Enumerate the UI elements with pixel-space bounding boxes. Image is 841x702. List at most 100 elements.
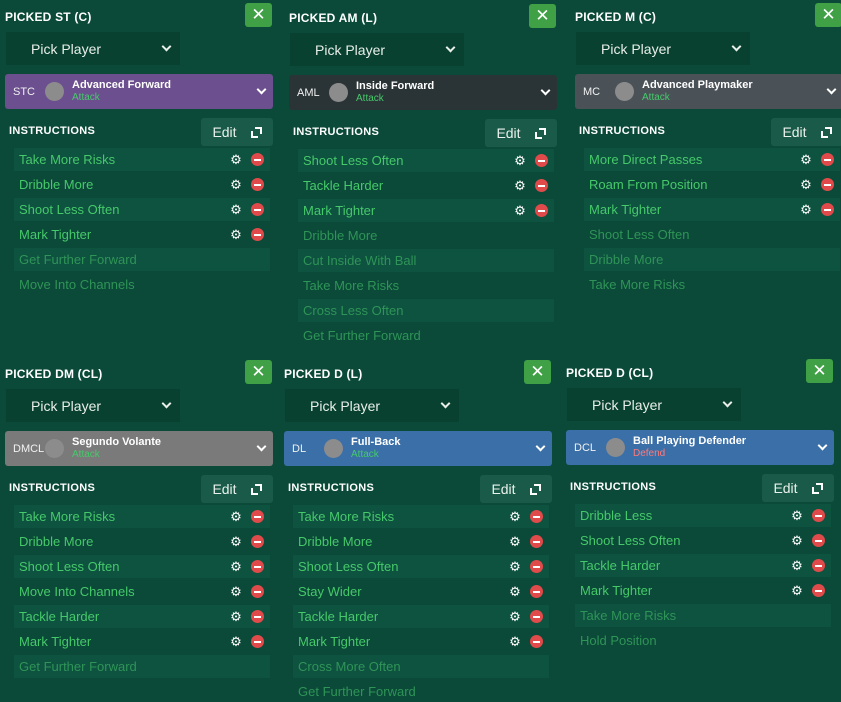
remove-icon[interactable] [251,228,264,241]
remove-icon[interactable] [251,610,264,623]
remove-icon[interactable] [535,154,548,167]
instruction-item[interactable]: Get Further Forward [298,324,554,347]
gear-icon[interactable]: ⚙ [509,633,521,649]
remove-icon[interactable] [530,635,543,648]
close-button[interactable]: ✕ [524,360,551,384]
role-selector[interactable]: STC Advanced Forward Attack [5,74,273,109]
instruction-item[interactable]: Take More Risks [575,604,831,627]
instruction-item[interactable]: Hold Position [575,629,831,652]
edit-button[interactable]: Edit [771,118,841,146]
instruction-item[interactable]: Dribble More ⚙ [14,173,270,196]
instruction-item[interactable]: Dribble More ⚙ [14,530,270,553]
instruction-item[interactable]: Shoot Less Often ⚙ [575,529,831,552]
instruction-item[interactable]: Cut Inside With Ball [298,249,554,272]
remove-icon[interactable] [530,585,543,598]
remove-icon[interactable] [251,635,264,648]
instruction-item[interactable]: Roam From Position ⚙ [584,173,840,196]
remove-icon[interactable] [251,153,264,166]
edit-button[interactable]: Edit [485,119,557,147]
remove-icon[interactable] [821,153,834,166]
instruction-item[interactable]: Move Into Channels [14,273,270,296]
close-button[interactable]: ✕ [815,3,841,27]
instruction-item[interactable]: Mark Tighter ⚙ [293,630,549,653]
instruction-item[interactable]: Mark Tighter ⚙ [14,630,270,653]
role-selector[interactable]: MC Advanced Playmaker Attack [575,74,841,109]
pick-player-dropdown[interactable]: Pick Player [6,389,180,422]
gear-icon[interactable]: ⚙ [230,508,242,524]
instruction-item[interactable]: Mark Tighter ⚙ [575,579,831,602]
close-button[interactable]: ✕ [806,359,833,383]
instruction-item[interactable]: Shoot Less Often [584,223,840,246]
instruction-item[interactable]: Get Further Forward [293,680,549,702]
remove-icon[interactable] [812,584,825,597]
instruction-item[interactable]: Mark Tighter ⚙ [298,199,554,222]
pick-player-dropdown[interactable]: Pick Player [567,388,741,421]
instruction-item[interactable]: Dribble Less ⚙ [575,504,831,527]
pick-player-dropdown[interactable]: Pick Player [285,389,459,422]
remove-icon[interactable] [251,178,264,191]
remove-icon[interactable] [251,510,264,523]
gear-icon[interactable]: ⚙ [800,176,812,192]
remove-icon[interactable] [812,534,825,547]
close-button[interactable]: ✕ [245,3,272,27]
instruction-item[interactable]: Tackle Harder ⚙ [293,605,549,628]
gear-icon[interactable]: ⚙ [800,151,812,167]
remove-icon[interactable] [812,559,825,572]
role-selector[interactable]: DL Full-Back Attack [284,431,552,466]
close-button[interactable]: ✕ [245,360,272,384]
gear-icon[interactable]: ⚙ [230,533,242,549]
gear-icon[interactable]: ⚙ [230,583,242,599]
pick-player-dropdown[interactable]: Pick Player [576,32,750,65]
edit-button[interactable]: Edit [201,118,273,146]
remove-icon[interactable] [530,610,543,623]
remove-icon[interactable] [530,535,543,548]
gear-icon[interactable]: ⚙ [514,202,526,218]
remove-icon[interactable] [535,204,548,217]
remove-icon[interactable] [812,509,825,522]
instruction-item[interactable]: Tackle Harder ⚙ [575,554,831,577]
gear-icon[interactable]: ⚙ [514,177,526,193]
gear-icon[interactable]: ⚙ [791,532,803,548]
remove-icon[interactable] [251,535,264,548]
gear-icon[interactable]: ⚙ [514,152,526,168]
gear-icon[interactable]: ⚙ [230,608,242,624]
instruction-item[interactable]: Take More Risks ⚙ [14,505,270,528]
instruction-item[interactable]: Mark Tighter ⚙ [584,198,840,221]
instruction-item[interactable]: Shoot Less Often ⚙ [14,555,270,578]
instruction-item[interactable]: Dribble More [584,248,840,271]
instruction-item[interactable]: More Direct Passes ⚙ [584,148,840,171]
role-selector[interactable]: DCL Ball Playing Defender Defend [566,430,834,465]
gear-icon[interactable]: ⚙ [230,201,242,217]
remove-icon[interactable] [530,510,543,523]
gear-icon[interactable]: ⚙ [800,201,812,217]
instruction-item[interactable]: Dribble More ⚙ [293,530,549,553]
gear-icon[interactable]: ⚙ [509,533,521,549]
instruction-item[interactable]: Dribble More [298,224,554,247]
role-selector[interactable]: DMCL Segundo Volante Attack [5,431,273,466]
edit-button[interactable]: Edit [480,475,552,503]
gear-icon[interactable]: ⚙ [230,558,242,574]
role-selector[interactable]: AML Inside Forward Attack [289,75,557,110]
gear-icon[interactable]: ⚙ [509,583,521,599]
gear-icon[interactable]: ⚙ [791,557,803,573]
instruction-item[interactable]: Take More Risks [298,274,554,297]
gear-icon[interactable]: ⚙ [509,608,521,624]
gear-icon[interactable]: ⚙ [230,176,242,192]
instruction-item[interactable]: Cross More Often [293,655,549,678]
gear-icon[interactable]: ⚙ [230,151,242,167]
close-button[interactable]: ✕ [529,4,556,28]
edit-button[interactable]: Edit [201,475,273,503]
instruction-item[interactable]: Tackle Harder ⚙ [14,605,270,628]
instruction-item[interactable]: Mark Tighter ⚙ [14,223,270,246]
instruction-item[interactable]: Shoot Less Often ⚙ [293,555,549,578]
instruction-item[interactable]: Shoot Less Often ⚙ [14,198,270,221]
remove-icon[interactable] [821,178,834,191]
gear-icon[interactable]: ⚙ [230,226,242,242]
instruction-item[interactable]: Cross Less Often [298,299,554,322]
gear-icon[interactable]: ⚙ [791,582,803,598]
pick-player-dropdown[interactable]: Pick Player [290,33,464,66]
remove-icon[interactable] [251,560,264,573]
instruction-item[interactable]: Take More Risks ⚙ [293,505,549,528]
remove-icon[interactable] [821,203,834,216]
remove-icon[interactable] [251,203,264,216]
